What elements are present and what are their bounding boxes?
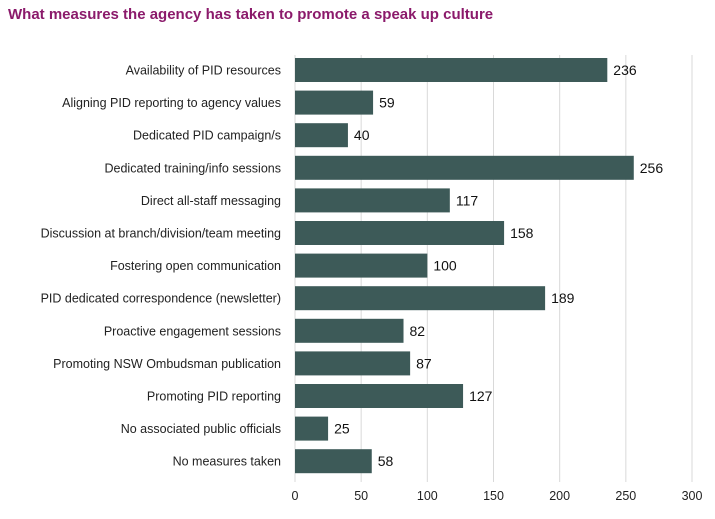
value-label: 236 [613,62,637,78]
bar [295,58,608,82]
category-label: No associated public officials [121,422,281,436]
value-label: 87 [416,355,432,371]
bar [295,318,404,343]
bar [295,286,546,311]
bar [295,90,374,115]
bar [295,351,411,376]
value-label: 117 [456,192,479,208]
chart-title: What measures the agency has taken to pr… [8,6,494,23]
category-label: Dedicated PID campaign/s [133,129,281,143]
category-label: Fostering open communication [110,259,281,273]
value-label: 59 [379,95,395,111]
bar [295,253,428,278]
value-label: 58 [378,453,394,469]
value-label: 100 [433,258,457,274]
x-tick-label: 200 [549,489,570,503]
bar [295,221,505,245]
value-label: 256 [640,160,664,176]
x-tick-label: 0 [292,489,299,503]
x-tick-label: 300 [682,489,703,503]
bar [295,384,464,408]
x-tick-label: 100 [417,489,438,503]
category-label: Promoting PID reporting [147,390,281,404]
category-label: Aligning PID reporting to agency values [62,96,281,110]
category-label: Direct all-staff messaging [141,194,281,208]
bar [295,416,329,441]
value-label: 158 [510,225,534,241]
value-label: 189 [551,290,575,306]
value-label: 82 [410,323,426,339]
category-label: Dedicated training/info sessions [105,161,282,175]
x-tick-label: 150 [483,489,504,503]
category-label: PID dedicated correspondence (newsletter… [41,292,281,306]
bar [295,123,348,148]
category-label: Discussion at branch/division/team meeti… [41,227,281,241]
x-tick-label: 50 [354,489,368,503]
x-tick-label: 250 [615,489,636,503]
value-label: 127 [469,388,493,404]
bar [295,155,634,180]
category-label: No measures taken [173,455,281,469]
category-label: Availability of PID resources [126,64,281,78]
bar [295,449,372,474]
category-label: Promoting NSW Ombudsman publication [53,357,281,371]
category-label: Proactive engagement sessions [104,324,281,338]
value-label: 25 [334,421,350,437]
bar [295,188,450,213]
value-label: 40 [354,127,370,143]
